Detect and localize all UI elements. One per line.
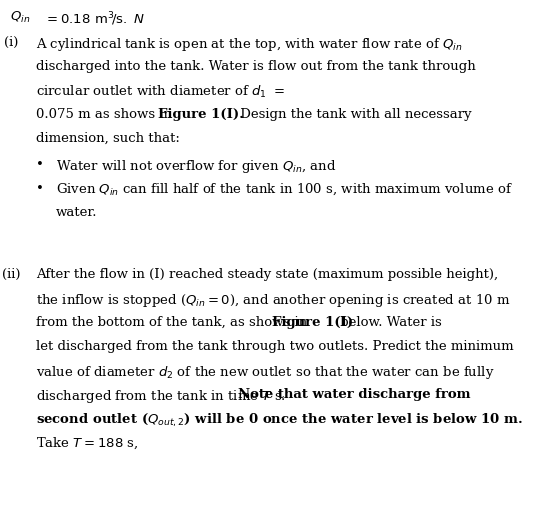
Text: from the bottom of the tank, as shows in: from the bottom of the tank, as shows in <box>36 316 312 329</box>
Text: A cylindrical tank is open at the top, with water flow rate of $Q_{in}$: A cylindrical tank is open at the top, w… <box>36 36 462 53</box>
Text: Figure 1(I).: Figure 1(I). <box>158 108 244 121</box>
Text: let discharged from the tank through two outlets. Predict the minimum: let discharged from the tank through two… <box>36 340 514 353</box>
Text: water.: water. <box>56 206 98 219</box>
Text: Water will not overflow for given $Q_{in}$, and: Water will not overflow for given $Q_{in… <box>56 158 336 175</box>
Text: Design the tank with all necessary: Design the tank with all necessary <box>236 108 472 121</box>
Text: Figure 1(I): Figure 1(I) <box>272 316 353 329</box>
Text: discharged into the tank. Water is flow out from the tank through: discharged into the tank. Water is flow … <box>36 60 476 73</box>
Text: After the flow in (I) reached steady state (maximum possible height),: After the flow in (I) reached steady sta… <box>36 268 498 281</box>
Text: •: • <box>36 182 44 195</box>
Text: Given $Q_{in}$ can fill half of the tank in 100 s, with maximum volume of: Given $Q_{in}$ can fill half of the tank… <box>56 182 513 198</box>
Text: dimension, such that:: dimension, such that: <box>36 132 180 145</box>
Text: $Q_{in}$: $Q_{in}$ <box>10 10 30 25</box>
Text: circular outlet with diameter of $d_1\ =$: circular outlet with diameter of $d_1\ =… <box>36 84 285 100</box>
Text: 0.075 m as shows in: 0.075 m as shows in <box>36 108 176 121</box>
Text: Take $T = 188$ s,: Take $T = 188$ s, <box>36 436 139 452</box>
Text: second outlet ($Q_{out,2}$) will be 0 once the water level is below 10 m.: second outlet ($Q_{out,2}$) will be 0 on… <box>36 412 523 429</box>
Text: •: • <box>36 158 44 171</box>
Text: Note that water discharge from: Note that water discharge from <box>238 388 471 401</box>
Text: (ii): (ii) <box>2 268 20 281</box>
Text: discharged from the tank in time $T$ s.: discharged from the tank in time $T$ s. <box>36 388 287 405</box>
Text: (i): (i) <box>4 36 18 49</box>
Text: below. Water is: below. Water is <box>336 316 442 329</box>
Text: $= 0.18\ \mathrm{m^3\!/s.}\ \mathit{N}$: $= 0.18\ \mathrm{m^3\!/s.}\ \mathit{N}$ <box>44 10 145 27</box>
Text: the inflow is stopped ($Q_{in}=0$), and another opening is created at 10 m: the inflow is stopped ($Q_{in}=0$), and … <box>36 292 510 309</box>
Text: value of diameter $d_2$ of the new outlet so that the water can be fully: value of diameter $d_2$ of the new outle… <box>36 364 494 381</box>
